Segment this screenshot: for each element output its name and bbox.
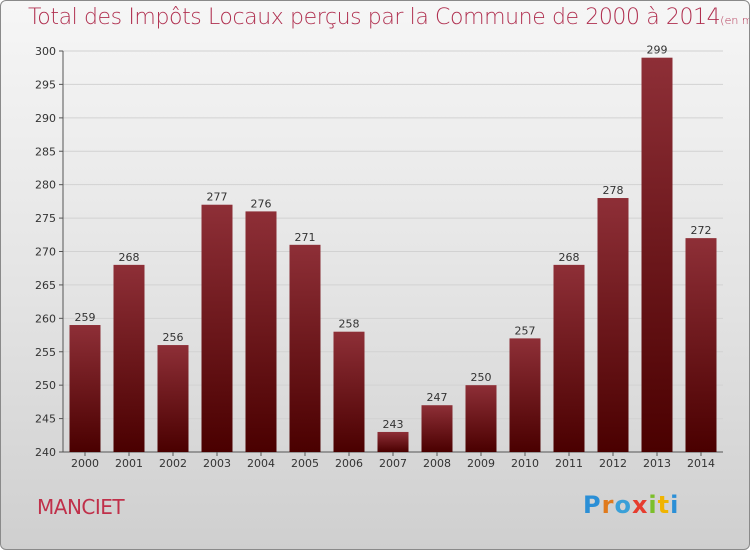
x-tick-label: 2000 [71, 457, 99, 470]
bar-value-label: 257 [515, 324, 536, 337]
bar-value-label: 277 [207, 191, 228, 204]
x-tick-label: 2004 [247, 457, 275, 470]
proxiti-logo[interactable]: Proxiti [583, 491, 680, 519]
bar-value-label: 256 [163, 331, 184, 344]
bar-2007 [377, 431, 409, 452]
x-tick-label: 2003 [203, 457, 231, 470]
bars: 259 268 256 277 276 271 258 243 247 250 257 268 278 2… [69, 44, 717, 452]
bar-value-label: 243 [383, 418, 404, 431]
bar-value-label: 259 [75, 311, 96, 324]
chart-title: Total des Impôts Locaux perçus par la Co… [28, 5, 749, 30]
x-tick-label: 2014 [687, 457, 715, 470]
y-tick-label: 275 [35, 212, 56, 225]
bar-value-label: 299 [647, 44, 668, 57]
bar-2006 [333, 331, 365, 452]
bar-value-label: 268 [559, 251, 580, 264]
y-tick-label: 260 [35, 312, 56, 325]
axes: 240 245 250 255 260 265 270 275 280 285 290 295 300 2… [35, 45, 723, 470]
y-tick-label: 280 [35, 179, 56, 192]
x-tick-label: 2006 [335, 457, 363, 470]
x-tick-label: 2002 [159, 457, 187, 470]
bar-2012 [597, 198, 629, 452]
y-tick-label: 295 [35, 78, 56, 91]
bar-2005 [289, 244, 321, 452]
bar-2010 [509, 338, 541, 452]
bar-value-label: 276 [251, 197, 272, 210]
x-tick-label: 2011 [555, 457, 583, 470]
bar-2003 [201, 204, 233, 452]
x-tick-label: 2013 [643, 457, 671, 470]
y-tick-label: 285 [35, 145, 56, 158]
bar-value-label: 278 [603, 184, 624, 197]
bar-value-label: 250 [471, 371, 492, 384]
x-tick-label: 2012 [599, 457, 627, 470]
y-tick-label: 290 [35, 112, 56, 125]
chart-unit: (en milliers d'€) [720, 14, 749, 27]
x-tick-label: 2008 [423, 457, 451, 470]
bar-value-label: 268 [119, 251, 140, 264]
bar-2011 [553, 264, 585, 452]
bar-value-label: 258 [339, 318, 360, 331]
bar-2009 [465, 385, 497, 452]
bar-2000 [69, 325, 101, 452]
y-tick-label: 240 [35, 446, 56, 459]
bar-2014 [685, 238, 717, 452]
bar-2008 [421, 405, 453, 452]
bar-2002 [157, 345, 189, 452]
x-tick-label: 2001 [115, 457, 143, 470]
y-tick-label: 270 [35, 246, 56, 259]
y-tick-label: 265 [35, 279, 56, 292]
x-tick-label: 2010 [511, 457, 539, 470]
bar-2013 [641, 57, 673, 452]
bar-value-label: 271 [295, 231, 316, 244]
y-tick-label: 255 [35, 346, 56, 359]
x-tick-label: 2005 [291, 457, 319, 470]
bar-2004 [245, 211, 277, 452]
bar-value-label: 272 [691, 224, 712, 237]
bar-2001 [113, 264, 145, 452]
y-tick-label: 245 [35, 413, 56, 426]
commune-name: MANCIET [37, 495, 125, 519]
bar-value-label: 247 [427, 391, 448, 404]
y-tick-label: 300 [35, 45, 56, 58]
x-tick-label: 2009 [467, 457, 495, 470]
y-tick-label: 250 [35, 379, 56, 392]
x-tick-label: 2007 [379, 457, 407, 470]
chart-title-text: Total des Impôts Locaux perçus par la Co… [28, 5, 721, 30]
